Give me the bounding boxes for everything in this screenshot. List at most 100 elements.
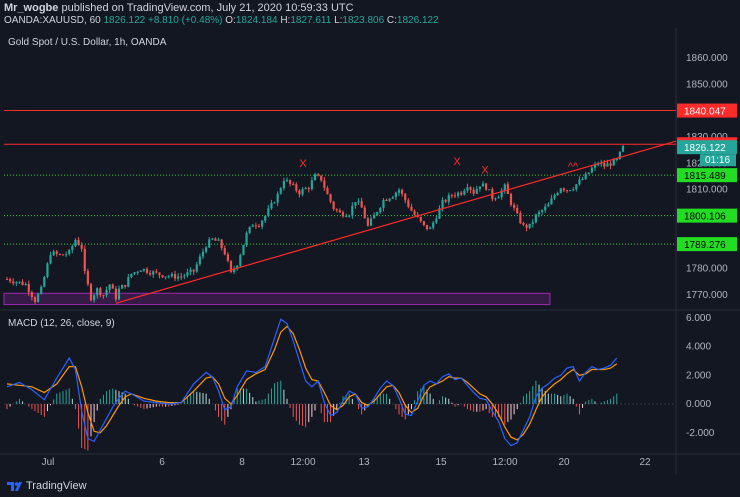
candles-group <box>5 145 625 304</box>
candle-body <box>71 246 74 251</box>
candle-body <box>382 199 385 208</box>
published-text: published on TradingView.com, July 21, 2… <box>61 2 354 14</box>
candle-body <box>326 187 329 195</box>
publisher-name[interactable]: Mr_wogbe <box>4 2 59 14</box>
candle-body <box>105 289 108 296</box>
time-tick-label: 6 <box>159 457 165 468</box>
candle-body <box>43 277 46 287</box>
candle-body <box>348 215 351 217</box>
candle-body <box>581 179 584 181</box>
price-label-bg <box>677 103 737 118</box>
candle-body <box>472 189 475 194</box>
candle-body <box>360 201 363 208</box>
countdown-bg <box>700 154 736 167</box>
price-label-text: 1840.047 <box>684 107 726 118</box>
candle-body <box>341 212 345 217</box>
candle-body <box>248 226 251 233</box>
candle-body <box>292 183 295 185</box>
chart-canvas[interactable]: Gold Spot / U.S. Dollar, 1h, OANDA MACD (… <box>0 28 740 475</box>
time-tick-label: 15 <box>435 457 447 468</box>
candle-body <box>525 224 528 228</box>
tradingview-brand: TradingView <box>26 480 87 492</box>
candle-body <box>145 268 149 273</box>
candle-body <box>24 283 27 285</box>
candle-body <box>80 245 83 249</box>
time-tick-label: 8 <box>239 457 245 468</box>
candle-body <box>429 227 432 230</box>
candle-body <box>68 250 71 255</box>
candle-body <box>139 270 142 272</box>
candle-body <box>211 238 214 240</box>
candle-body <box>189 269 192 273</box>
candle-body <box>425 224 429 230</box>
candle-body <box>323 180 326 188</box>
macd-legend-title: MACD (12, 26, close, 9) <box>8 318 115 329</box>
candle-body <box>379 207 382 213</box>
candle-body <box>516 207 519 214</box>
tradingview-icon <box>7 482 22 491</box>
tradingview-logo[interactable]: TradingView <box>6 480 87 492</box>
candle-body <box>422 221 425 225</box>
macd-line <box>6 318 618 447</box>
candle-body <box>198 256 201 265</box>
candle-body <box>575 184 578 190</box>
candle-body <box>401 189 404 194</box>
candle-body <box>117 288 121 300</box>
candle-body <box>301 189 304 195</box>
candle-body <box>74 239 77 247</box>
footer: TradingView <box>0 475 740 497</box>
candle-body <box>236 265 239 270</box>
candle-body <box>593 164 597 168</box>
candle-body <box>170 274 173 277</box>
candle-body <box>441 200 444 209</box>
candle-body <box>264 215 267 221</box>
candle-body <box>351 205 354 216</box>
candle-body <box>453 195 457 197</box>
open-value: 1824.184 <box>235 15 278 26</box>
candle-body <box>587 172 590 175</box>
candle-body <box>600 163 603 165</box>
candle-body <box>385 199 388 201</box>
candle-body <box>565 190 569 192</box>
low-label: L: <box>334 15 343 26</box>
candle-body <box>447 195 450 202</box>
candle-body <box>310 180 313 190</box>
candle-body <box>214 238 217 241</box>
candle-body <box>180 276 183 278</box>
candle-body <box>9 279 12 282</box>
price-label-bg <box>677 168 737 183</box>
candle-body <box>77 239 80 246</box>
high-label: H: <box>280 15 291 26</box>
candle-body <box>407 200 410 207</box>
macd-tick-label: 2.000 <box>686 370 711 381</box>
candle-body <box>475 188 478 194</box>
candle-body <box>394 192 397 198</box>
candle-body <box>61 254 65 256</box>
candle-body <box>12 281 15 284</box>
candle-body <box>27 283 30 293</box>
candle-body <box>509 193 513 205</box>
candle-body <box>612 159 615 166</box>
candle-body <box>65 254 68 256</box>
price-change: +8.810 (+0.48%) <box>147 15 223 26</box>
candle-body <box>270 202 273 209</box>
candle-body <box>217 239 220 241</box>
countdown-text: 01:16 <box>705 155 730 166</box>
candle-body <box>534 214 537 223</box>
candle-body <box>37 293 40 302</box>
candle-body <box>152 271 155 275</box>
pattern-annotation: X <box>481 164 489 176</box>
candle-body <box>124 285 127 287</box>
candle-body <box>298 190 301 195</box>
candle-body <box>494 198 497 200</box>
candle-body <box>373 214 376 219</box>
candle-body <box>30 292 33 298</box>
candle-body <box>519 213 522 224</box>
candle-body <box>86 271 89 285</box>
candle-body <box>229 260 233 272</box>
candle-body <box>111 284 114 289</box>
candle-body <box>133 272 136 274</box>
candle-body <box>606 163 609 167</box>
candle-body <box>251 225 254 227</box>
price-tick-label: 1770.000 <box>686 290 728 301</box>
